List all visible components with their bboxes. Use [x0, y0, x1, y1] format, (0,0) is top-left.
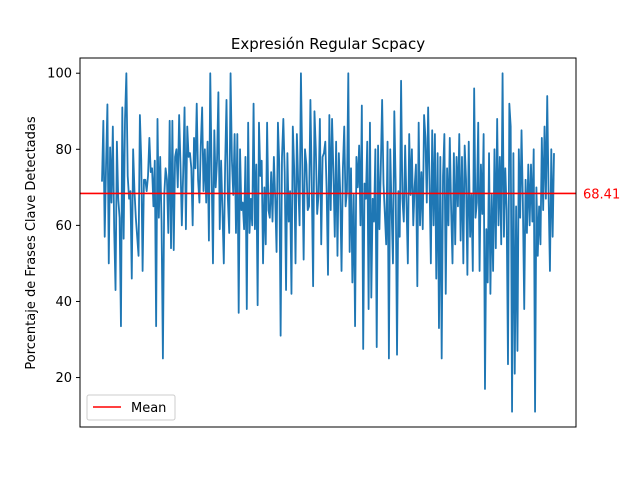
legend-label-mean: Mean [131, 401, 166, 416]
legend-box [86, 394, 176, 421]
plot-frame [79, 57, 577, 428]
chart-title: Expresión Regular Scpacy [231, 35, 425, 53]
y-tick-label: 100 [47, 67, 72, 82]
plot-area [80, 72, 576, 413]
series-line [101, 72, 555, 413]
y-axis-label: Porcentaje de Frases Clave Detectadas [24, 116, 39, 369]
y-tick-label: 20 [55, 371, 72, 386]
mean-value-label: 68.41 [583, 187, 620, 202]
legend: Mean [86, 394, 176, 421]
y-tick-label: 80 [55, 143, 72, 158]
y-tick-label: 60 [55, 219, 72, 234]
y-axis-ticks: 20 40 60 80 100 [47, 67, 80, 386]
y-tick-label: 40 [55, 295, 72, 310]
